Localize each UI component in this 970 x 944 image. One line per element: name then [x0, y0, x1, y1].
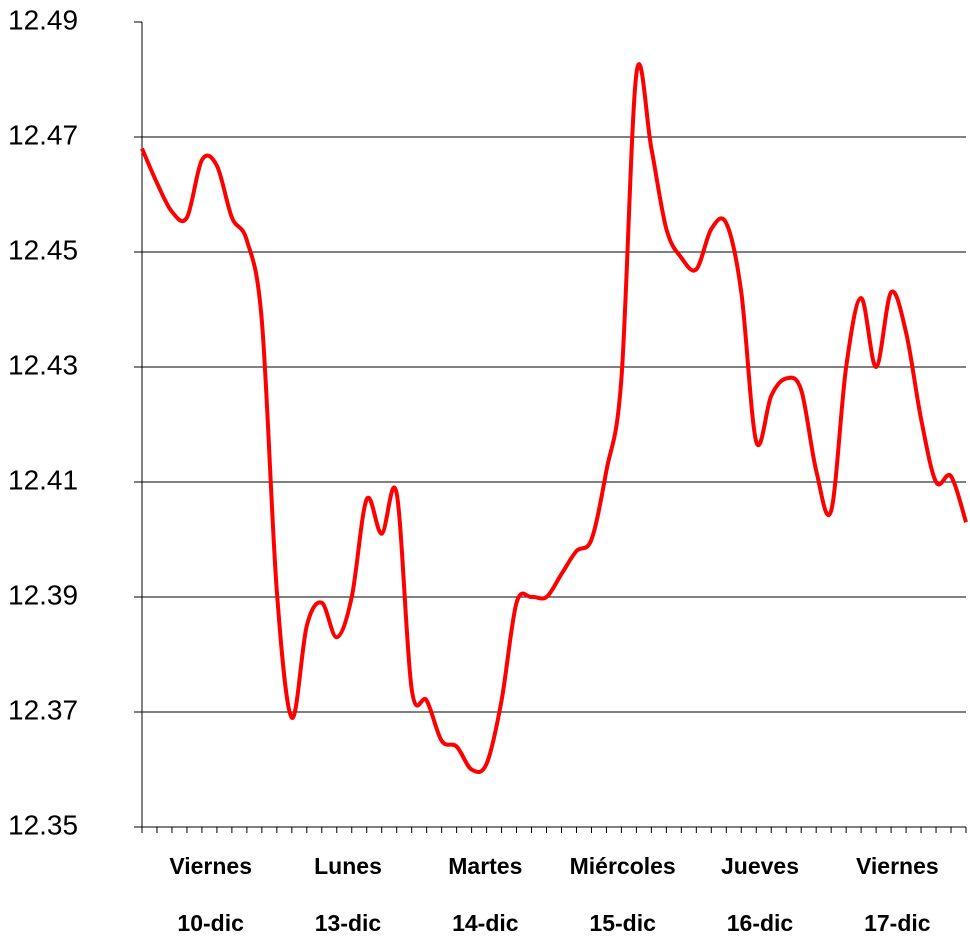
x-tick-label: Jueves: [721, 853, 799, 879]
x-date-label: 14-dic: [452, 910, 519, 936]
y-tick-label: 12.37: [8, 694, 78, 725]
y-tick-label: 12.35: [8, 809, 78, 840]
data-line: [140, 62, 968, 775]
x-tick-label: Viernes: [856, 853, 939, 879]
y-tick-label: 12.47: [8, 119, 78, 150]
x-tick-label: Miércoles: [570, 853, 676, 879]
y-tick-label: 12.45: [8, 234, 78, 265]
y-tick-label: 12.41: [8, 464, 78, 495]
x-tick-label: Lunes: [314, 853, 382, 879]
x-tick-label: Viernes: [169, 853, 252, 879]
x-date-label: 15-dic: [589, 910, 656, 936]
x-tick-label: Martes: [448, 853, 522, 879]
y-tick-label: 12.43: [8, 349, 78, 380]
x-date-label: 13-dic: [315, 910, 382, 936]
x-date-label: 17-dic: [864, 910, 931, 936]
x-date-label: 16-dic: [727, 910, 794, 936]
y-tick-label: 12.39: [8, 579, 78, 610]
y-tick-label: 12.49: [8, 4, 78, 35]
x-date-label: 10-dic: [177, 910, 244, 936]
